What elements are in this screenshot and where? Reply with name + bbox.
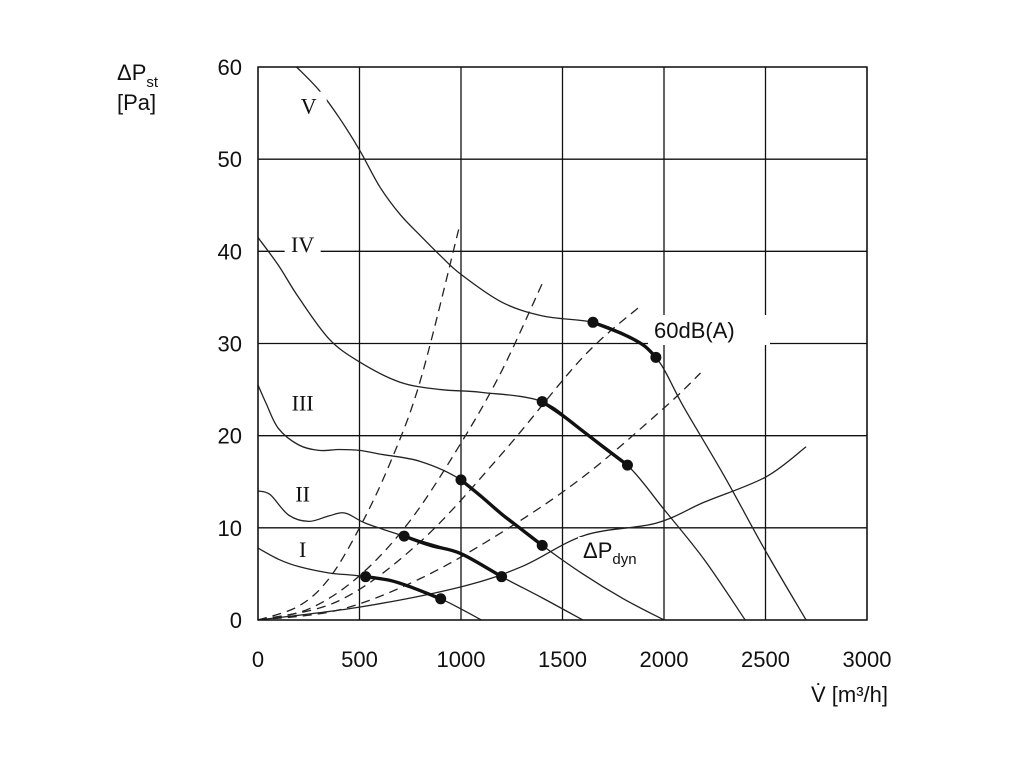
curve-label-bg-I	[284, 534, 321, 561]
sound-segment-0	[363, 574, 443, 601]
sound-point-1-start	[398, 530, 410, 542]
system-curve-1	[257, 283, 543, 621]
x-axis-label: V̇ [m³/h]	[811, 682, 888, 707]
fan-curve-III	[257, 384, 665, 621]
curve-label-bg-III	[284, 388, 321, 415]
dynamic-pressure-curve	[257, 446, 807, 621]
sound-segment-3	[540, 399, 630, 467]
curve-label-bg-V	[290, 91, 327, 118]
y-axis-label-sub: st	[146, 74, 159, 91]
sound-point-0-start	[360, 571, 372, 583]
tick-labels: 0 500 1000 1500 2000 2500 3000 0 10 20 30 40 50 60	[218, 55, 892, 672]
curve-label-III: III	[292, 390, 314, 415]
dyn-pressure-label: ΔPdyn	[583, 538, 637, 568]
x-tick-label-4: 2000	[640, 647, 689, 672]
curve-label-bg-II	[284, 479, 321, 506]
sound-label-bg	[648, 315, 770, 345]
sound-point-4-start	[587, 316, 599, 328]
y-axis-label-main: ΔP	[117, 60, 146, 85]
curve-label-IV: IV	[291, 232, 314, 257]
dyn-label-bg	[578, 537, 654, 567]
y-axis-unit: [Pa]	[117, 90, 156, 115]
grid	[257, 66, 868, 621]
sound-point-2-end	[536, 539, 548, 551]
curve-label-II: II	[295, 482, 310, 507]
y-tick-label-0: 0	[230, 608, 242, 633]
y-tick-label-1: 10	[218, 516, 242, 541]
sound-point-1-end	[496, 571, 508, 583]
fan-curve-V	[296, 66, 807, 621]
plot-frame	[257, 66, 868, 621]
sound-level-label: 60dB(A)	[654, 318, 735, 343]
sound-point-4-end	[650, 351, 662, 363]
x-tick-label-0: 0	[252, 647, 264, 672]
x-tick-label-5: 2500	[741, 647, 790, 672]
x-tick-label-3: 1500	[538, 647, 587, 672]
y-tick-label-4: 40	[218, 239, 242, 264]
x-tick-label-1: 500	[341, 647, 378, 672]
sound-segment-1	[402, 534, 504, 579]
x-tick-label-6: 3000	[843, 647, 892, 672]
curve-label-I: I	[299, 537, 306, 562]
system-curve-0	[257, 228, 460, 621]
curve-label-bg-IV	[284, 229, 321, 256]
dyn-label-main: ΔP	[583, 538, 612, 563]
y-tick-label-3: 30	[218, 332, 242, 357]
sound-segment-2	[459, 478, 544, 548]
y-axis-label: ΔPst	[117, 60, 159, 91]
curve-label-V: V	[301, 94, 317, 119]
system-curve-2	[257, 306, 641, 621]
sound-point-3-start	[536, 396, 548, 408]
sound-point-3-end	[621, 459, 633, 471]
sound-level-segments	[360, 316, 662, 605]
sound-point-2-start	[455, 474, 467, 486]
y-tick-label-6: 60	[218, 55, 242, 80]
sound-segment-4	[591, 320, 658, 360]
y-tick-label-2: 20	[218, 424, 242, 449]
dyn-pressure-line	[257, 446, 807, 621]
fan-curve-IV	[257, 237, 746, 621]
x-tick-label-2: 1000	[437, 647, 486, 672]
sound-point-0-end	[435, 593, 447, 605]
dyn-label-sub: dyn	[612, 551, 636, 568]
y-tick-label-5: 50	[218, 147, 242, 172]
